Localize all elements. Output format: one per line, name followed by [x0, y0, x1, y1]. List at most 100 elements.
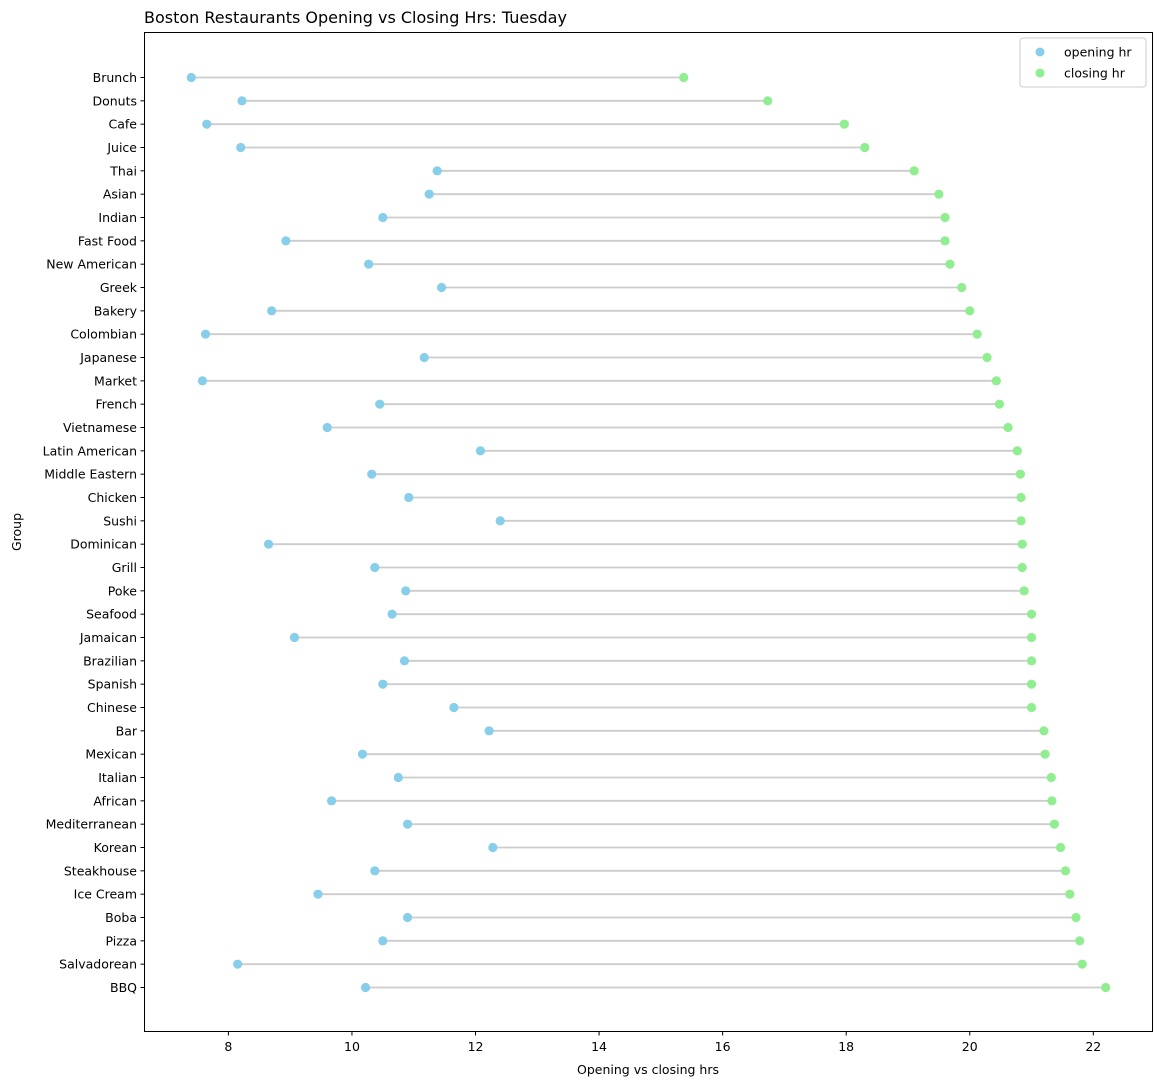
closing-point	[1060, 866, 1071, 876]
closing-point	[1026, 679, 1037, 689]
opening-point	[263, 539, 274, 549]
y-tick-label: Mexican	[85, 747, 137, 762]
opening-point	[401, 586, 411, 596]
legend-closing-label: closing hr	[1064, 66, 1126, 81]
opening-point	[402, 912, 413, 923]
y-tick-label: Greek	[100, 280, 138, 295]
y-tick-label: Seafood	[86, 607, 137, 622]
y-tick-label: Ice Cream	[74, 887, 137, 902]
opening-point	[370, 562, 380, 573]
closing-points	[679, 72, 1111, 993]
closing-point	[1055, 842, 1066, 853]
x-tick-label: 8	[224, 1039, 232, 1054]
closing-point	[1016, 516, 1026, 526]
y-tick-label: Mediterranean	[46, 817, 137, 832]
y-tick-label: New American	[46, 257, 137, 272]
opening-point	[488, 842, 498, 853]
y-tick-label: Bar	[116, 723, 138, 738]
opening-point	[281, 236, 291, 246]
x-tick-label: 10	[344, 1039, 360, 1054]
x-tick-label: 18	[838, 1039, 854, 1054]
y-tick-label: Pizza	[105, 933, 137, 948]
y-tick-label: Asian	[103, 187, 137, 202]
y-tick-label: African	[93, 793, 137, 808]
closing-point	[860, 142, 870, 153]
closing-point	[945, 259, 955, 269]
legend-opening-marker	[1035, 47, 1045, 57]
closing-point	[1003, 422, 1013, 433]
legend-opening-label: opening hr	[1064, 45, 1132, 60]
y-tick-label: Sushi	[103, 513, 137, 528]
y-tick-label: Fast Food	[78, 233, 137, 248]
opening-point	[495, 516, 505, 526]
opening-point	[402, 819, 413, 829]
closing-point	[965, 306, 975, 316]
x-tick-label: 22	[1085, 1039, 1101, 1054]
y-tick-label: Japanese	[79, 350, 137, 365]
legend-box	[1019, 37, 1147, 88]
y-tick-label: Steakhouse	[64, 863, 137, 878]
y-tick-label: Salvadorean	[59, 957, 137, 972]
y-tick-label: Market	[94, 373, 137, 388]
opening-point	[424, 189, 434, 199]
y-tick-label: Cafe	[109, 117, 138, 132]
y-tick-label: Dominican	[70, 537, 137, 552]
closing-point	[1039, 726, 1049, 736]
opening-point	[322, 422, 332, 433]
opening-point	[267, 306, 277, 316]
opening-point	[236, 142, 246, 153]
y-tick-label: Brunch	[93, 70, 137, 85]
closing-point	[934, 189, 944, 199]
closing-point	[1012, 446, 1022, 456]
opening-point	[364, 259, 374, 269]
y-tick-label: Juice	[106, 140, 137, 155]
closing-point	[1077, 959, 1087, 969]
y-tick-label: Boba	[105, 910, 137, 925]
legend-closing-marker	[1035, 68, 1045, 78]
y-tick-label: Jamaican	[79, 630, 137, 645]
legend: opening hr closing hr	[1019, 37, 1147, 88]
closing-point	[982, 352, 992, 363]
y-tick-label: Vietnamese	[63, 420, 137, 435]
opening-point	[393, 772, 403, 783]
y-tick-label: Chicken	[88, 490, 137, 505]
closing-point	[839, 119, 849, 129]
opening-point	[360, 982, 371, 993]
y-tick-label: Latin American	[43, 443, 137, 458]
closing-point	[679, 72, 689, 83]
x-tick-label: 12	[468, 1039, 484, 1054]
x-axis-ticks: 8 10 12 14 16 18 20 22	[224, 1031, 1101, 1054]
y-tick-label: Thai	[109, 163, 137, 178]
closing-point	[1017, 539, 1027, 549]
closing-point	[994, 399, 1005, 409]
x-tick-label: 20	[962, 1039, 978, 1054]
opening-point	[419, 352, 429, 363]
closing-point	[1017, 562, 1027, 573]
y-tick-label: Chinese	[87, 700, 137, 715]
x-tick-label: 16	[715, 1039, 731, 1054]
opening-point	[387, 609, 397, 619]
closing-point	[1026, 702, 1037, 713]
opening-point	[313, 889, 323, 899]
y-axis-ticks: Brunch Donuts Cafe Juice Thai Asian Indian Fast…	[43, 70, 145, 995]
plot-frame	[144, 32, 1153, 1032]
x-axis-label: Opening vs closing hrs	[577, 1062, 719, 1077]
opening-points	[186, 72, 505, 993]
connector-lines	[191, 76, 1106, 989]
opening-point	[233, 959, 243, 969]
opening-point	[378, 679, 388, 689]
opening-point	[197, 376, 208, 386]
y-tick-label: French	[95, 397, 137, 412]
closing-point	[1015, 469, 1026, 479]
closing-point	[763, 96, 773, 106]
opening-point	[202, 119, 212, 129]
opening-point	[367, 469, 377, 479]
closing-point	[1049, 819, 1059, 829]
closing-point	[1026, 609, 1037, 619]
closing-point	[1016, 492, 1026, 503]
y-tick-label: Middle Eastern	[44, 467, 137, 482]
closing-point	[972, 329, 982, 339]
y-tick-label: Italian	[98, 770, 137, 785]
opening-point	[186, 72, 196, 83]
